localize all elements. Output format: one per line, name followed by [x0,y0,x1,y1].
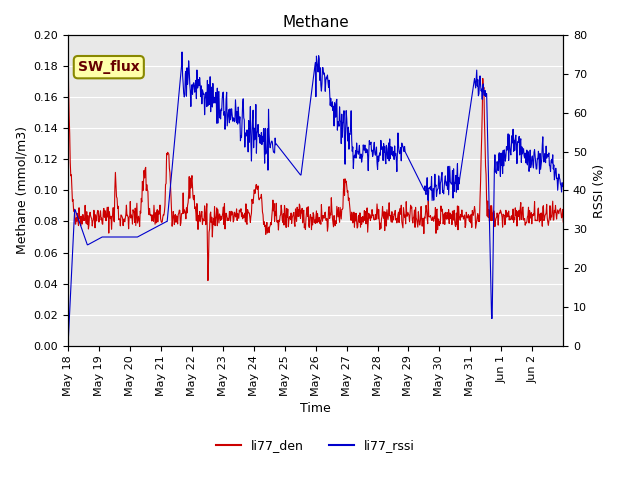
Text: SW_flux: SW_flux [78,60,140,74]
Title: Methane: Methane [282,15,349,30]
Y-axis label: RSSI (%): RSSI (%) [593,163,605,217]
Y-axis label: Methane (mmol/m3): Methane (mmol/m3) [15,126,28,254]
X-axis label: Time: Time [300,402,331,415]
Legend: li77_den, li77_rssi: li77_den, li77_rssi [211,434,420,457]
